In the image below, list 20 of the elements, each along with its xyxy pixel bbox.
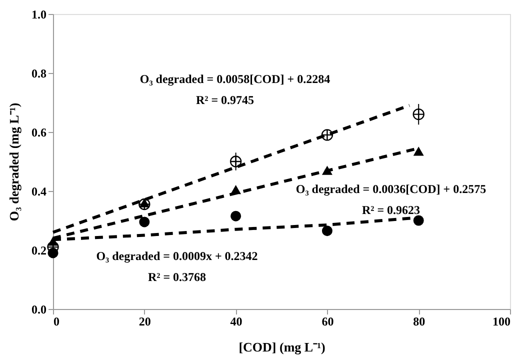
annotation: O₃ degraded = 0.0009x + 0.2342 bbox=[96, 249, 258, 263]
annotation: R² = 0.3768 bbox=[148, 270, 206, 284]
x-axis-title: [COD] (mg L⁻¹) bbox=[238, 340, 326, 354]
y-tick-label: 0.8 bbox=[32, 66, 46, 80]
y-tick-label: 0.6 bbox=[32, 126, 46, 140]
y-tick-label: 0.4 bbox=[32, 184, 46, 198]
x-tick-label: 40 bbox=[230, 314, 242, 328]
annotation: O₃ degraded = 0.0058[COD] + 0.2284 bbox=[140, 72, 330, 86]
x-tick-label: 100 bbox=[492, 314, 510, 328]
x-tick-label: 80 bbox=[413, 314, 426, 328]
y-tick-label: 1.0 bbox=[32, 8, 46, 22]
annotation: O₃ degraded = 0.0036[COD] + 0.2575 bbox=[296, 182, 486, 196]
annotation: R² = 0.9745 bbox=[196, 93, 254, 107]
y-axis-title: O₃ degraded (mg L⁻¹) bbox=[6, 102, 22, 222]
x-tick-label: 0 bbox=[54, 314, 60, 328]
y-tick-label: 0.0 bbox=[32, 302, 46, 316]
annotation: R² = 0.9623 bbox=[362, 203, 420, 217]
x-tick-label: 20 bbox=[138, 314, 151, 328]
x-tick-label: 60 bbox=[322, 314, 334, 328]
y-tick-label: 0.2 bbox=[32, 244, 46, 258]
